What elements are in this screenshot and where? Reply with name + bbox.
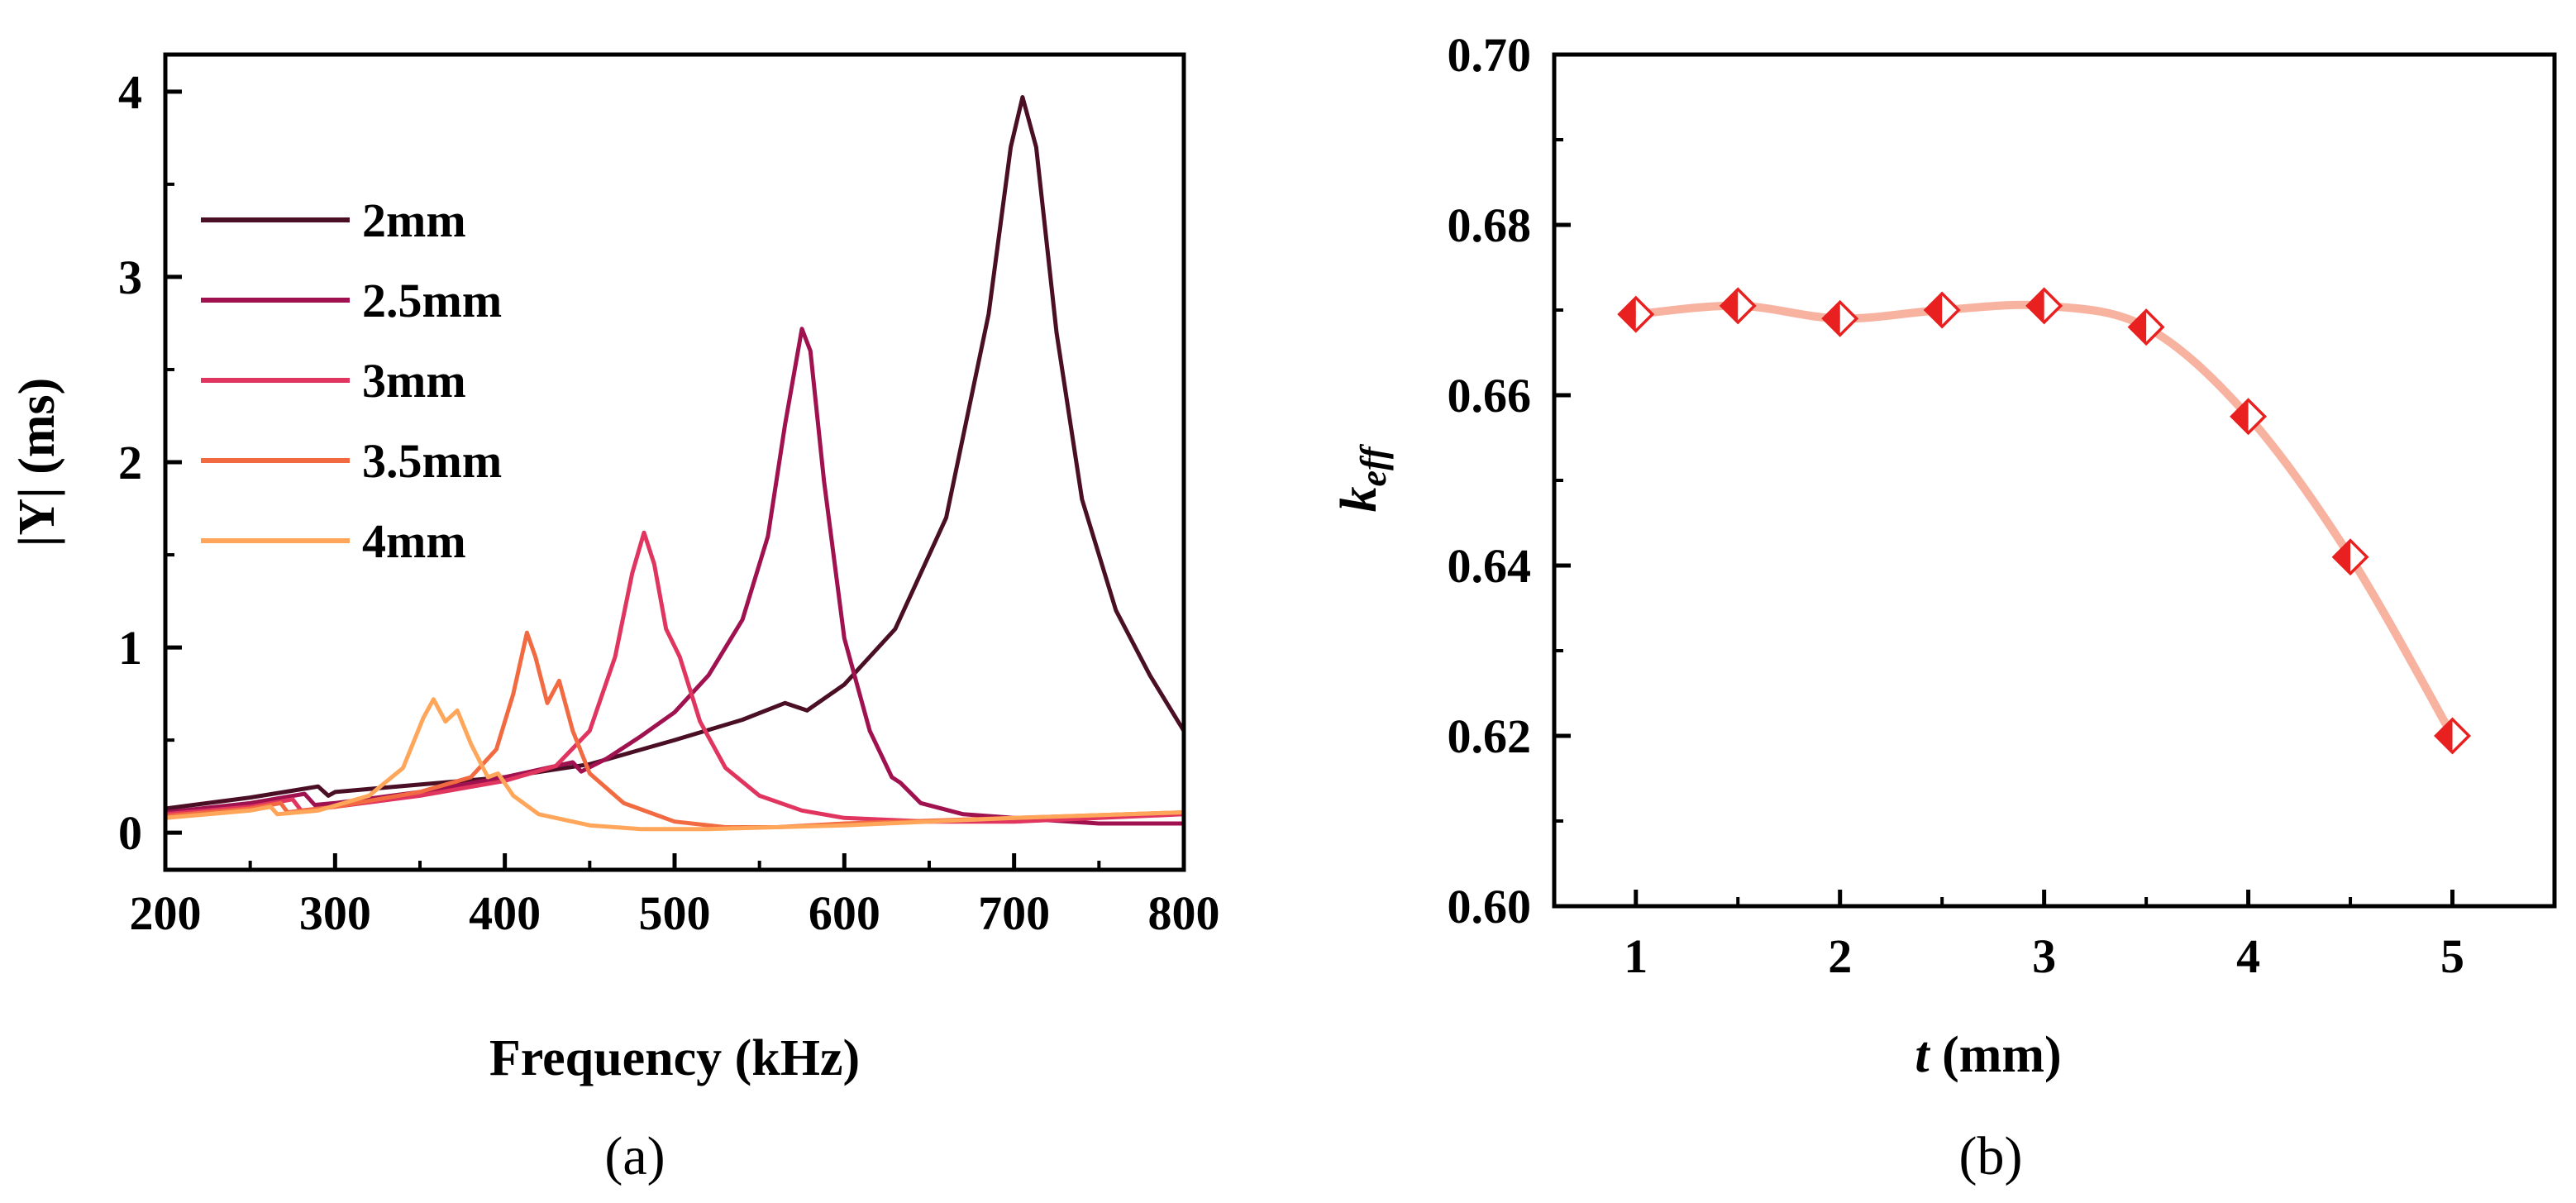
panel-b-y-ticks: 0.60 0.62 0.64 0.66 0.68 0.70 (1448, 28, 1571, 933)
legend-label: 3.5mm (362, 434, 502, 488)
panel-b-x-axis-label: t (mm) (1915, 1027, 2061, 1083)
x-tick-label: 5 (2440, 929, 2464, 983)
panel-b-y-axis-symbol: k (1331, 487, 1387, 513)
panel-b-x-axis-variable: t (1915, 1027, 1930, 1083)
y-tick-label: 0.60 (1448, 880, 1532, 933)
y-tick-label: 0.64 (1448, 539, 1532, 593)
x-tick-label: 2 (1828, 929, 1852, 983)
panel-a-y-axis-label: |Y| (ms) (9, 378, 65, 547)
y-tick-label: 0.62 (1448, 709, 1532, 763)
legend-label: 4mm (362, 514, 466, 568)
panel-b-x-ticks: 1 2 3 4 5 (1624, 890, 2464, 983)
legend-label: 2mm (362, 193, 466, 247)
x-tick-label: 400 (469, 886, 541, 940)
keff-data-point (1923, 291, 1961, 329)
series-line-3.5mm (163, 630, 1186, 829)
legend-label: 3mm (362, 354, 466, 408)
x-tick-label: 3 (2032, 929, 2056, 983)
keff-data-point (2025, 287, 2063, 325)
x-tick-label: 700 (978, 886, 1050, 940)
keff-data-point (1821, 299, 1859, 337)
y-tick-label: 1 (118, 621, 142, 675)
keff-data-point (2331, 538, 2369, 576)
x-tick-label: 200 (130, 886, 202, 940)
panel-a-y-ticks: 0 1 2 3 4 (118, 65, 182, 860)
panel-b-x-axis-unit: (mm) (1942, 1027, 2062, 1083)
keff-data-point (1617, 295, 1655, 333)
panel-a-x-ticks: 200 300 400 500 600 700 800 (130, 853, 1220, 940)
y-tick-label: 3 (118, 251, 142, 304)
y-tick-label: 0.66 (1448, 369, 1532, 422)
legend-label: 2.5mm (362, 274, 502, 327)
keff-data-point (1719, 287, 1757, 325)
panel-b-plot-frame (1552, 52, 2557, 909)
x-tick-label: 1 (1624, 929, 1648, 983)
series-line-2mm (163, 95, 1186, 811)
y-tick-label: 0.68 (1448, 198, 1532, 252)
panel-a-legend: 2mm 2.5mm 3mm 3.5mm 4mm (201, 193, 502, 568)
series-line-2.5mm (163, 327, 1186, 826)
panel-a-caption: (a) (604, 1126, 665, 1186)
y-tick-label: 2 (118, 436, 142, 489)
x-tick-label: 800 (1148, 886, 1220, 940)
panel-a-x-axis-label: Frequency (kHz) (489, 1030, 860, 1086)
keff-data-point (2434, 717, 2472, 755)
panel-a-curves (163, 95, 1186, 832)
panel-b-y-axis-label: keff (1331, 443, 1394, 512)
keff-line (1631, 300, 2457, 740)
series-line-3mm (163, 530, 1186, 824)
y-tick-label: 0.70 (1448, 28, 1532, 82)
panel-b-caption: (b) (1959, 1126, 2023, 1186)
keff-data-point (2230, 398, 2268, 436)
panel-b-markers (1617, 287, 2472, 755)
panel-a-frequency-chart: 200 300 400 500 600 700 800 0 1 2 3 4 2mm 2.5mm 3mm 3… (9, 52, 1220, 1186)
keff-data-point (2127, 308, 2165, 346)
y-tick-label: 0 (118, 806, 142, 860)
panel-b-series-line (1631, 300, 2457, 740)
y-tick-label: 4 (118, 65, 142, 119)
x-tick-label: 500 (639, 886, 711, 940)
x-tick-label: 300 (299, 886, 371, 940)
series-line-4mm (163, 697, 1186, 832)
x-tick-label: 600 (809, 886, 880, 940)
x-tick-label: 4 (2236, 929, 2260, 983)
panel-b-y-axis-subscript: eff (1353, 443, 1394, 486)
panel-b-keff-chart: 1 2 3 4 5 0.60 0.62 0.64 0.66 0.68 0.70 t (mm) ke… (1331, 28, 2557, 1186)
